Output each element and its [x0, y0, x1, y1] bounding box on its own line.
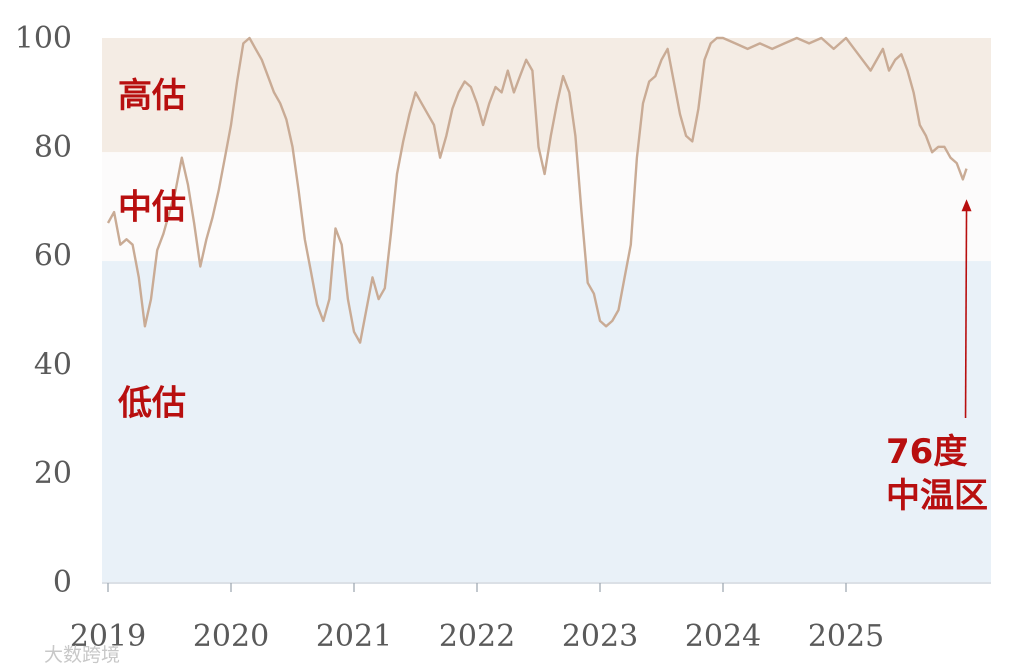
x-tick-label: 2024 — [685, 619, 761, 654]
x-tick-labels: 2019 2020 2021 2022 2023 2024 2025 — [70, 619, 884, 654]
zone-label-2: 低估 — [118, 383, 186, 423]
band-1 — [102, 152, 991, 262]
valuation-line — [106, 36, 968, 344]
zone-label-1: 中估 — [118, 188, 186, 228]
y-tick-label: 100 — [15, 21, 72, 56]
y-tick-label: 0 — [53, 565, 72, 600]
x-tick-label: 2022 — [439, 619, 515, 654]
band-2 — [102, 261, 991, 582]
x-tick-label: 2019 — [70, 619, 146, 654]
y-tick-label: 40 — [34, 347, 72, 382]
watermark-text: 大数跨境 — [44, 644, 120, 666]
x-tick-label: 2021 — [316, 619, 392, 654]
annotation-arrow — [964, 207, 968, 419]
annotation-zone: 中温区 — [886, 476, 988, 516]
x-tick-label: 2020 — [193, 619, 269, 654]
y-tick-label: 80 — [34, 130, 72, 165]
x-tick-label: 2025 — [808, 619, 884, 654]
valuation-bands — [102, 38, 991, 582]
y-tick-label: 60 — [34, 239, 72, 274]
x-tick-label: 2023 — [562, 619, 638, 654]
annotation-arrowhead — [961, 199, 972, 212]
band-0 — [102, 38, 991, 153]
zone-label-0: 高估 — [118, 76, 186, 116]
annotation-value: 76度 — [886, 432, 967, 472]
y-tick-labels: 0 20 40 60 80 100 — [15, 21, 72, 600]
axis-ticks — [107, 583, 847, 592]
y-tick-label: 20 — [34, 456, 72, 491]
